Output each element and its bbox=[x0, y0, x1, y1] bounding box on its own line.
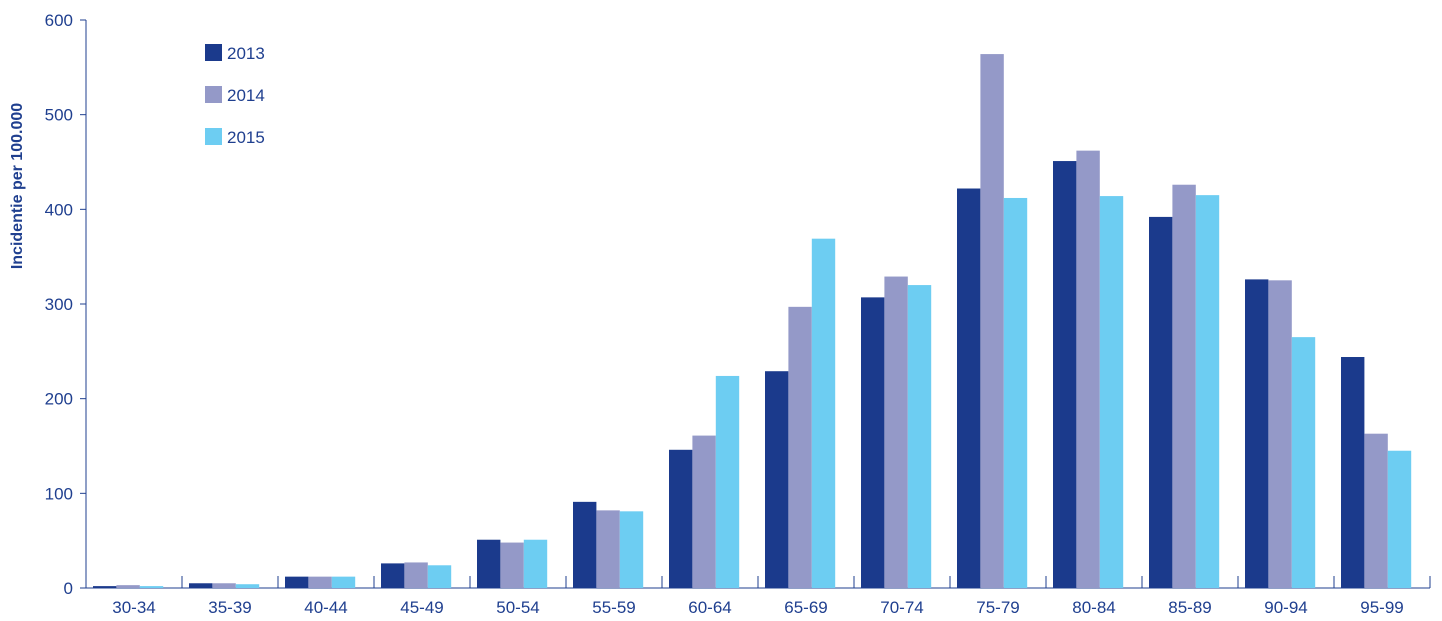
bar-2015-90-94 bbox=[1291, 337, 1316, 588]
bar-2014-50-54 bbox=[500, 542, 524, 588]
bar-2014-40-44 bbox=[308, 576, 332, 588]
bar-2015-45-49 bbox=[427, 565, 452, 588]
y-tick-label: 600 bbox=[45, 11, 73, 30]
y-tick-label: 100 bbox=[45, 484, 73, 503]
bar-2015-95-99 bbox=[1387, 450, 1412, 588]
x-tick-label: 35-39 bbox=[208, 598, 251, 617]
bar-2014-55-59 bbox=[596, 510, 620, 588]
y-tick-label: 400 bbox=[45, 200, 73, 219]
bar-2013-95-99 bbox=[1341, 357, 1365, 588]
bar-2014-95-99 bbox=[1364, 433, 1388, 588]
bar-2015-40-44 bbox=[331, 576, 356, 588]
bar-2013-80-84 bbox=[1053, 161, 1077, 589]
axes bbox=[85, 20, 1430, 589]
bar-2013-65-69 bbox=[765, 371, 789, 588]
legend-swatch-2014 bbox=[205, 86, 222, 103]
bar-2015-30-34 bbox=[139, 586, 164, 588]
bar-2014-75-79 bbox=[980, 54, 1004, 588]
bars bbox=[93, 54, 1412, 589]
x-tick-label: 65-69 bbox=[784, 598, 827, 617]
x-ticks: 30-34 35-39 40-44 45-49 50-54 55-59 60-64 65-69… bbox=[85, 576, 1431, 617]
bar-2015-55-59 bbox=[619, 511, 644, 588]
bar-2013-70-74 bbox=[861, 297, 885, 588]
y-tick-label: 200 bbox=[45, 390, 73, 409]
x-tick-label: 85-89 bbox=[1168, 598, 1211, 617]
bar-2014-45-49 bbox=[404, 562, 428, 588]
bar-2013-90-94 bbox=[1245, 279, 1269, 588]
bar-2014-70-74 bbox=[884, 276, 908, 588]
x-tick-label: 80-84 bbox=[1072, 598, 1115, 617]
bar-2014-85-89 bbox=[1172, 184, 1196, 588]
x-tick-label: 50-54 bbox=[496, 598, 539, 617]
bar-2015-65-69 bbox=[811, 238, 836, 588]
bar-2013-40-44 bbox=[285, 576, 309, 588]
x-tick-label: 55-59 bbox=[592, 598, 635, 617]
bar-2014-90-94 bbox=[1268, 280, 1292, 588]
bar-2013-45-49 bbox=[381, 563, 405, 588]
x-tick-label: 30-34 bbox=[112, 598, 155, 617]
legend: 2013 2014 2015 bbox=[205, 44, 265, 147]
bar-2015-60-64 bbox=[715, 375, 740, 588]
x-tick-label: 40-44 bbox=[304, 598, 347, 617]
x-tick-label: 90-94 bbox=[1264, 598, 1307, 617]
bar-2015-35-39 bbox=[235, 584, 260, 588]
bar-2015-80-84 bbox=[1099, 196, 1124, 588]
bar-2015-75-79 bbox=[1003, 197, 1028, 588]
bar-2015-70-74 bbox=[907, 285, 932, 588]
legend-label-2015: 2015 bbox=[227, 128, 265, 147]
x-tick-label: 60-64 bbox=[688, 598, 731, 617]
legend-swatch-2015 bbox=[205, 128, 222, 145]
x-tick-label: 70-74 bbox=[880, 598, 923, 617]
y-ticks: 0 100 200 300 400 500 600 bbox=[45, 11, 86, 598]
bar-2015-85-89 bbox=[1195, 195, 1220, 588]
bar-2015-50-54 bbox=[523, 539, 548, 588]
bar-2013-50-54 bbox=[477, 539, 501, 588]
bar-2014-65-69 bbox=[788, 306, 812, 588]
bar-2014-35-39 bbox=[212, 583, 236, 588]
bar-2014-30-34 bbox=[116, 585, 140, 588]
bar-2013-35-39 bbox=[189, 583, 213, 588]
y-tick-label: 500 bbox=[45, 106, 73, 125]
bar-2013-55-59 bbox=[573, 501, 597, 588]
y-tick-label: 0 bbox=[64, 579, 73, 598]
legend-label-2014: 2014 bbox=[227, 86, 265, 105]
bar-2013-60-64 bbox=[669, 449, 693, 588]
y-axis-title: Incidentie per 100.000 bbox=[9, 103, 26, 269]
bar-2013-75-79 bbox=[957, 188, 981, 588]
legend-swatch-2013 bbox=[205, 44, 222, 61]
bar-2014-80-84 bbox=[1076, 150, 1100, 588]
y-tick-label: 300 bbox=[45, 295, 73, 314]
bar-2013-30-34 bbox=[93, 586, 117, 588]
legend-label-2013: 2013 bbox=[227, 44, 265, 63]
bar-2014-60-64 bbox=[692, 435, 716, 588]
x-tick-label: 95-99 bbox=[1360, 598, 1403, 617]
x-tick-label: 45-49 bbox=[400, 598, 443, 617]
bar-2013-85-89 bbox=[1149, 216, 1173, 588]
x-tick-label: 75-79 bbox=[976, 598, 1019, 617]
